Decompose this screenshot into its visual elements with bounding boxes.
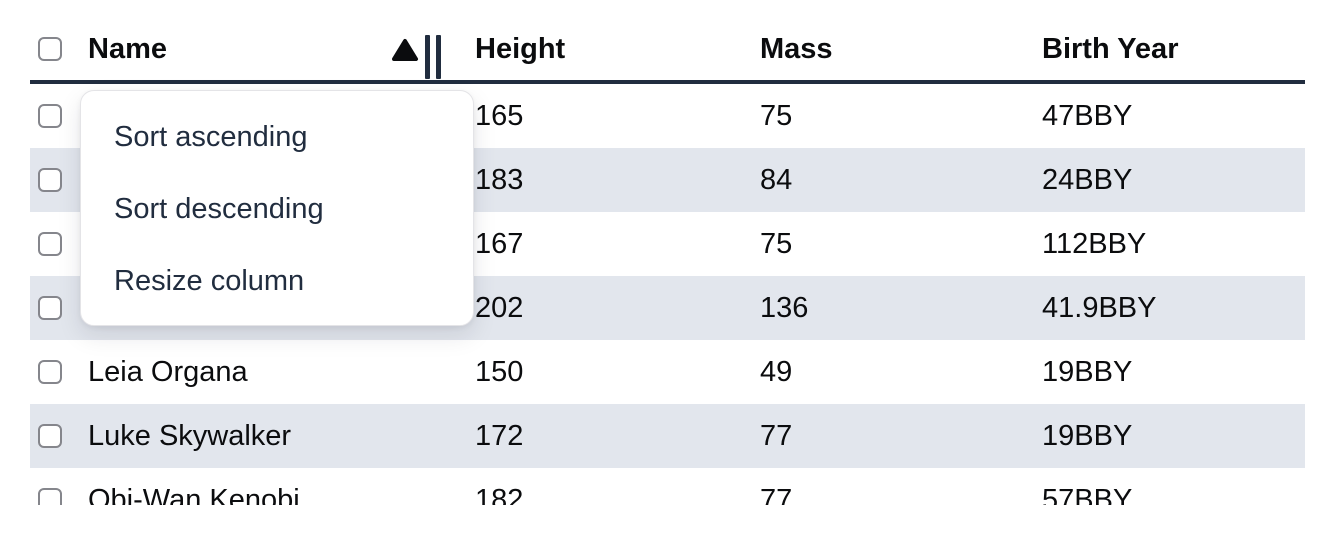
cell-height: 182	[475, 483, 524, 506]
row-checkbox-cell	[30, 168, 88, 192]
cell-birth-year: 47BBY	[1042, 99, 1133, 132]
table-row[interactable]: Luke Skywalker 172 77 19BBY	[30, 404, 1305, 468]
cell-mass: 77	[760, 483, 793, 506]
row-checkbox-cell	[30, 232, 88, 256]
row-checkbox-cell	[30, 360, 88, 384]
cell-name: Leia Organa	[88, 355, 248, 388]
cell-height: 167	[475, 227, 524, 260]
sort-arrow-up-icon	[391, 38, 419, 62]
cell-height: 202	[475, 291, 524, 324]
table-row[interactable]: Leia Organa 150 49 19BBY	[30, 340, 1305, 404]
cell-height: 172	[475, 419, 524, 452]
menu-item-sort-ascending[interactable]: Sort ascending	[114, 120, 308, 153]
cell-mass: 136	[760, 291, 809, 324]
cell-height: 183	[475, 163, 524, 196]
select-all-cell	[30, 37, 88, 61]
table-header-row: Name Height Mass Birth Year	[30, 0, 1305, 84]
row-checkbox[interactable]	[38, 168, 62, 192]
cell-mass: 75	[760, 227, 793, 260]
row-checkbox-cell	[30, 104, 88, 128]
column-header-name-label: Name	[88, 32, 167, 65]
select-all-checkbox[interactable]	[38, 37, 62, 61]
cell-birth-year: 57BBY	[1042, 483, 1133, 506]
cell-mass: 75	[760, 99, 793, 132]
menu-item-sort-descending[interactable]: Sort descending	[114, 192, 324, 225]
cell-mass: 84	[760, 163, 793, 196]
cell-birth-year: 19BBY	[1042, 355, 1133, 388]
menu-item-resize-column[interactable]: Resize column	[114, 264, 305, 297]
cell-height: 150	[475, 355, 524, 388]
row-checkbox[interactable]	[38, 360, 62, 384]
column-header-birth-year[interactable]: Birth Year	[1042, 32, 1179, 65]
column-header-mass[interactable]: Mass	[760, 32, 833, 65]
table-row[interactable]: 167 75 112BBY	[30, 212, 1305, 276]
row-checkbox[interactable]	[38, 488, 62, 505]
column-resize-bars-icon[interactable]	[425, 35, 441, 79]
cell-name: Luke Skywalker	[88, 419, 292, 452]
table-row[interactable]: Obi-Wan Kenobi 182 77 57BBY	[30, 468, 1305, 505]
row-checkbox-cell	[30, 296, 88, 320]
cell-birth-year: 41.9BBY	[1042, 291, 1157, 324]
column-context-menu: Sort ascending Sort descending Resize co…	[80, 90, 474, 326]
cell-mass: 77	[760, 419, 793, 452]
row-checkbox[interactable]	[38, 232, 62, 256]
cell-name: Obi-Wan Kenobi	[88, 483, 300, 506]
column-header-name[interactable]: Name	[88, 27, 475, 79]
cell-height: 165	[475, 99, 524, 132]
column-header-height[interactable]: Height	[475, 32, 566, 65]
cell-birth-year: 24BBY	[1042, 163, 1133, 196]
row-checkbox[interactable]	[38, 424, 62, 448]
cell-birth-year: 19BBY	[1042, 419, 1133, 452]
row-checkbox[interactable]	[38, 104, 62, 128]
row-checkbox-cell	[30, 488, 88, 505]
cell-birth-year: 112BBY	[1042, 227, 1147, 260]
cell-mass: 49	[760, 355, 793, 388]
table-row[interactable]: 165 75 47BBY	[30, 84, 1305, 148]
row-checkbox[interactable]	[38, 296, 62, 320]
row-checkbox-cell	[30, 424, 88, 448]
